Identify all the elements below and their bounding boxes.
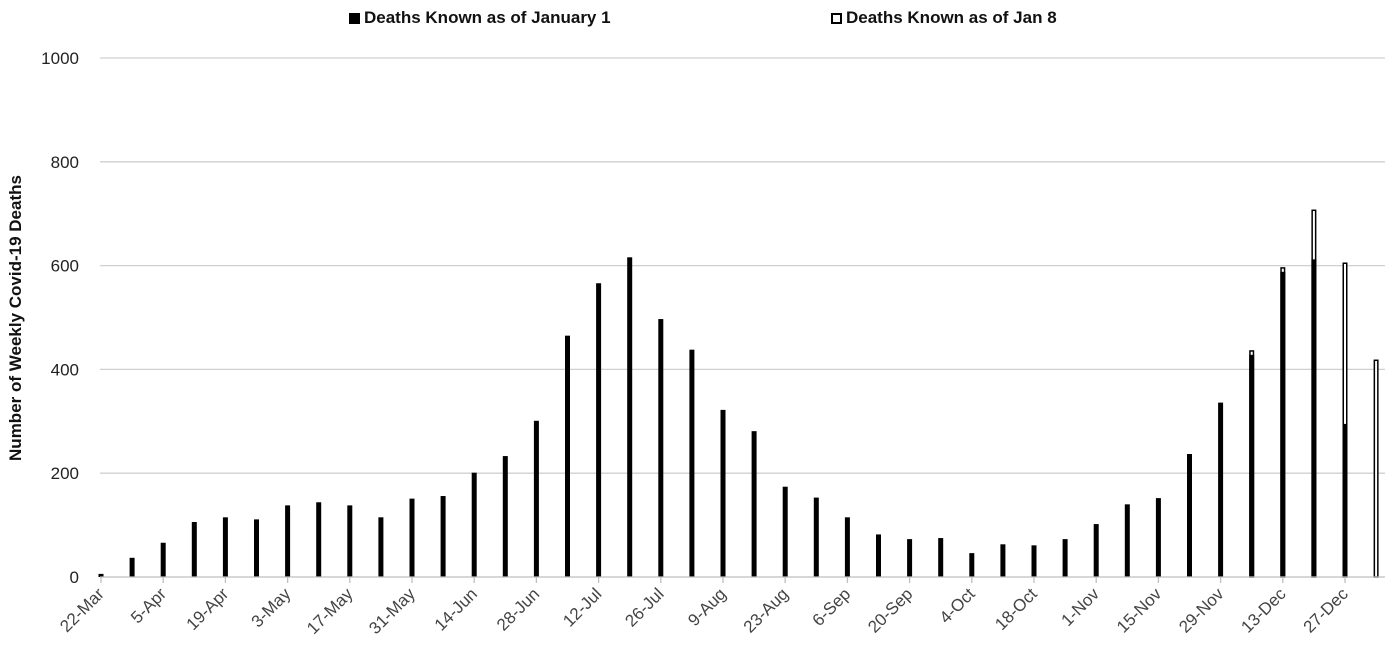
y-tick-label: 600 — [51, 257, 79, 276]
x-tick-label: 1-Nov — [1058, 584, 1104, 630]
bar-jan1 — [969, 553, 975, 577]
bar-jan1 — [1280, 271, 1286, 577]
bar-jan1 — [347, 505, 353, 577]
x-tick-label: 26-Jul — [621, 584, 667, 630]
x-tick-label: 5-Apr — [127, 584, 170, 627]
bar-jan1 — [1311, 259, 1317, 577]
bar-jan1 — [627, 257, 633, 577]
bar-jan1 — [658, 319, 664, 577]
y-tick-label: 400 — [51, 360, 79, 379]
legend-item-jan1: Deaths Known as of January 1 — [349, 8, 611, 28]
x-tick-label: 27-Dec — [1300, 584, 1353, 637]
bar-jan1 — [191, 521, 197, 577]
legend-item-jan8: Deaths Known as of Jan 8 — [831, 8, 1057, 28]
legend-swatch-open — [831, 12, 842, 24]
bar-jan1 — [1031, 545, 1037, 577]
x-tick-label: 14-Jun — [431, 584, 481, 634]
bar-jan1 — [222, 517, 228, 577]
bar-jan1 — [409, 498, 415, 577]
bar-jan1 — [689, 349, 695, 577]
bar-jan1 — [844, 517, 850, 577]
x-tick-label: 4-Oct — [936, 584, 979, 627]
x-tick-label: 3-May — [248, 584, 295, 631]
bar-jan1 — [160, 542, 166, 577]
bar-jan1 — [1342, 423, 1348, 577]
bar-jan1 — [1155, 498, 1161, 577]
bar-jan1 — [751, 431, 757, 577]
bar-jan1 — [938, 538, 944, 577]
bar-jan1 — [533, 420, 539, 577]
bar-jan1 — [1187, 453, 1192, 577]
bar-jan1 — [1093, 524, 1099, 577]
bar-jan1 — [98, 573, 104, 577]
legend-label-jan1: Deaths Known as of January 1 — [364, 8, 611, 27]
x-tick-label: 22-Mar — [56, 584, 108, 636]
bar-jan1 — [1218, 402, 1224, 577]
bar-jan1 — [782, 486, 788, 577]
y-tick-label: 200 — [51, 464, 79, 483]
bar-jan1 — [378, 517, 384, 577]
bar-jan1 — [1249, 354, 1255, 577]
bar-jan1 — [440, 496, 446, 577]
x-tick-label: 18-Oct — [991, 584, 1041, 634]
bar-jan1 — [596, 283, 602, 577]
x-tick-label: 12-Jul — [559, 584, 605, 630]
bar-jan1 — [129, 557, 135, 577]
y-tick-label: 800 — [51, 153, 79, 172]
bar-jan1 — [565, 335, 570, 577]
bar-jan1 — [907, 539, 913, 577]
y-tick-label: 0 — [70, 568, 79, 587]
bar-jan1 — [471, 472, 477, 577]
x-tick-label: 28-Jun — [493, 584, 543, 634]
bar-jan1 — [720, 409, 726, 577]
bar-jan1 — [254, 519, 259, 577]
bar-jan1 — [813, 497, 819, 577]
bar-jan8 — [1373, 359, 1379, 578]
x-tick-label: 19-Apr — [183, 584, 233, 634]
bar-jan1 — [876, 534, 881, 577]
x-tick-label: 6-Sep — [809, 584, 855, 630]
y-tick-label: 1000 — [41, 49, 79, 68]
bar-jan1 — [1124, 504, 1130, 577]
bar-jan1 — [1062, 539, 1068, 577]
x-tick-label: 20-Sep — [864, 584, 916, 636]
bar-jan1 — [285, 505, 291, 577]
x-tick-label: 31-May — [365, 584, 419, 638]
x-tick-label: 13-Dec — [1237, 584, 1290, 637]
bar-jan1 — [316, 502, 322, 577]
x-tick-label: 9-Aug — [684, 584, 730, 630]
x-tick-label: 23-Aug — [740, 584, 792, 636]
x-tick-label: 29-Nov — [1175, 584, 1228, 637]
bar-jan1 — [1000, 544, 1006, 577]
bar-jan1 — [502, 456, 508, 577]
legend-label-jan8: Deaths Known as of Jan 8 — [846, 8, 1057, 27]
x-tick-label: 15-Nov — [1113, 584, 1166, 637]
x-tick-label: 17-May — [303, 584, 357, 638]
legend-swatch-filled — [349, 12, 360, 24]
